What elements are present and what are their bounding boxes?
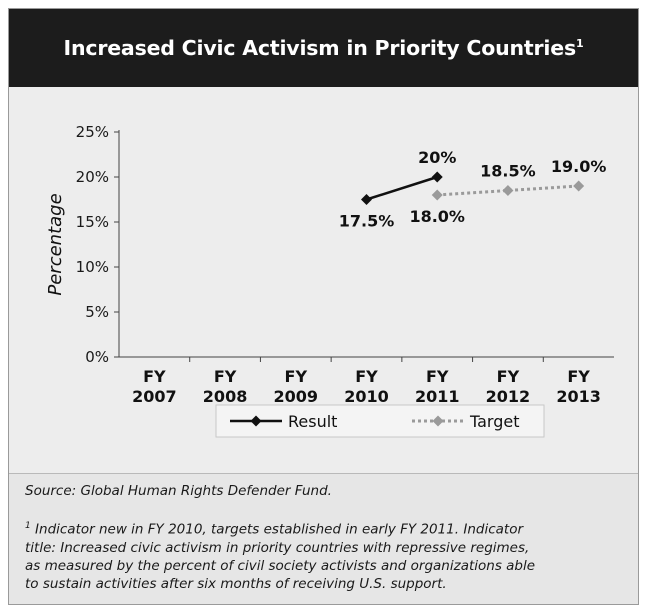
data-point-target [431,189,443,201]
y-tick-label: 0% [85,348,109,366]
section-divider [9,473,638,474]
y-axis-label: Percentage [45,193,66,295]
x-tick-label-line1: FY [426,367,449,386]
y-tick-label: 20% [76,168,109,186]
data-point-result [361,194,372,205]
data-label: 20% [418,148,456,167]
footnote-line-2: title: Increased civic activism in prior… [25,539,530,556]
x-tick-label-line2: 2007 [132,387,177,406]
y-tick-label: 25% [76,123,109,141]
x-tick-label-line2: 2010 [344,387,389,406]
chart-area: 0% 5% 10% 15% 20% 25% Percentage FY 2007 FY 2008 FY… [9,87,638,473]
legend-label-target: Target [469,412,520,431]
title-footnote-mark: 1 [575,37,584,51]
data-point-result [431,171,443,183]
legend-marker-target [432,415,444,427]
y-tick-label: 5% [85,303,109,321]
series-line-result [366,175,438,201]
x-tick-label-line2: 2011 [415,387,460,406]
chart-title-text: Increased Civic Activism in Priority Cou… [63,36,577,60]
data-label: 18.0% [409,207,465,226]
chart-title: Increased Civic Activism in Priority Cou… [64,36,584,60]
x-tick-label-line1: FY [497,367,520,386]
x-tick-label-line1: FY [214,367,237,386]
data-label: 18.5% [480,162,536,181]
line-chart: 0%5%10%15%20%25%PercentageFY2007FY2008FY… [45,123,614,438]
chart-frame: Increased Civic Activism in Priority Cou… [8,8,639,605]
footnote-mark: 1 [25,521,31,531]
footnote-line-1-text: Indicator new in FY 2010, targets establ… [30,521,524,538]
legend-label-result: Result [288,412,337,431]
x-tick-label-line2: 2012 [486,387,531,406]
footnote: 1 Indicator new in FY 2010, targets esta… [25,517,633,593]
data-label: 19.0% [551,157,607,176]
source-note: Source: Global Human Rights Defender Fun… [25,483,332,499]
data-label: 17.5% [339,212,395,231]
x-tick-label-line1: FY [355,367,378,386]
y-tick-label: 10% [76,258,109,276]
x-tick-label-line1: FY [143,367,166,386]
data-point-target [502,185,514,196]
footnote-line-3: as measured by the percent of civil soci… [25,557,536,574]
x-tick-label-line1: FY [285,367,308,386]
x-tick-label-line2: 2009 [274,387,319,406]
x-tick-label-line1: FY [567,367,590,386]
footnote-line-4: to sustain activities after six months o… [25,575,447,592]
x-tick-label-line2: 2008 [203,387,248,406]
data-point-target [573,180,585,192]
legend-marker-result [250,415,262,427]
title-bar: Increased Civic Activism in Priority Cou… [9,9,638,87]
y-tick-label: 15% [76,213,109,231]
footnote-line-1: 1 Indicator new in FY 2010, targets esta… [25,517,633,539]
x-tick-label-line2: 2013 [556,387,601,406]
